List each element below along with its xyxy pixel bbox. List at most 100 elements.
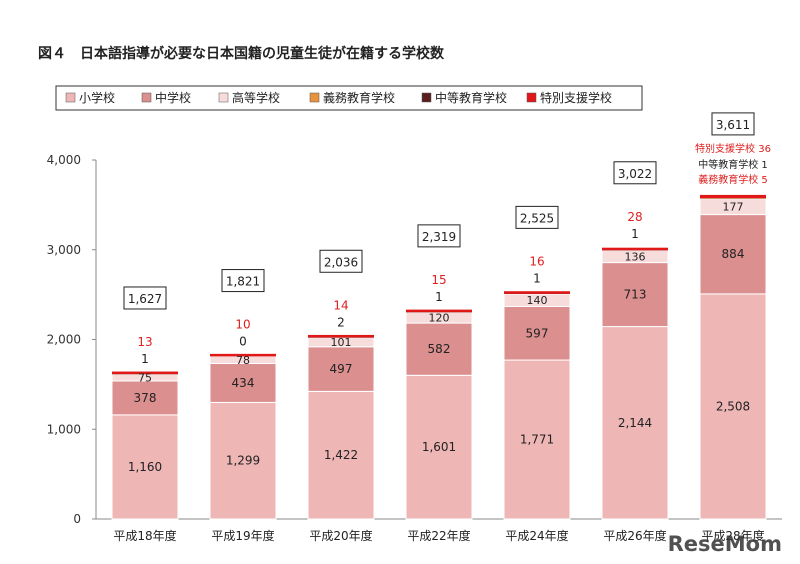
data-label: 1,299 [226,454,260,468]
data-label: 16 [529,254,544,268]
legend-label: 高等学校 [232,90,280,105]
total-label: 3,611 [716,118,750,132]
bar-segment [307,390,375,520]
y-tick-label: 2,000 [47,333,81,347]
data-label: 582 [428,342,451,356]
data-label: 101 [331,336,352,349]
legend-swatch [526,92,537,103]
bar-segment [405,322,473,376]
watermark-logo: ReseMom [668,532,782,556]
y-tick-label: 1,000 [47,422,81,436]
data-label: 1,601 [422,440,456,454]
data-label: 1,771 [520,433,554,447]
data-label: 1 [141,352,149,366]
legend-label: 特別支援学校 [540,90,612,105]
x-tick-label: 平成20年度 [309,528,372,543]
data-label: 177 [723,201,744,214]
y-tick-label: 3,000 [47,243,81,257]
y-tick-label: 0 [73,512,81,526]
data-label: 140 [527,294,548,307]
legend-box [55,85,643,111]
bar-segment [405,374,473,520]
data-label: 14 [333,298,348,312]
bar-segment [503,359,571,520]
x-tick-label: 平成19年度 [211,528,274,543]
annotation-special: 特別支援学校 36 [695,142,771,155]
total-box [515,205,559,229]
bar-segment [406,309,472,313]
y-tick-label: 4,000 [47,153,81,167]
total-label: 2,525 [520,211,554,225]
data-label: 434 [232,376,255,390]
data-label: 120 [429,312,450,325]
data-label: 2,508 [716,399,750,413]
data-label: 1 [533,271,541,285]
bar-segment [601,262,669,328]
legend-label: 中等教育学校 [435,90,507,105]
data-label: 378 [134,391,157,405]
bar-segment [112,371,178,375]
x-tick-label: 平成28年度 [701,528,764,543]
data-labels: 1,160 378 75 平成18年度 1 13 1,627 1,299 434 78 平成19年度… [113,112,771,543]
total-label: 2,036 [324,255,358,269]
total-label: 1,627 [128,292,162,306]
data-label: 2 [337,315,345,329]
bar-segment [699,293,767,520]
data-label: 2,144 [618,416,652,430]
legend-label: 義務教育学校 [323,90,395,105]
total-box [221,269,265,293]
data-label: 10 [235,318,250,332]
x-tick-label: 平成24年度 [505,528,568,543]
bar-segment [503,305,571,361]
data-label: 1,160 [128,460,162,474]
bar-segment [700,194,766,199]
total-box [613,161,657,185]
data-label: 13 [137,335,152,349]
legend-swatch [309,92,320,103]
legend: 小学校 中学校 高等学校 義務教育学校 中等教育学校 特別支援学校 [65,90,612,105]
data-label: 136 [625,250,646,263]
legend-label: 中学校 [155,90,191,105]
x-tick-label: 平成26年度 [603,528,666,543]
legend-swatch [65,92,76,103]
x-tick-label: 平成22年度 [407,528,470,543]
bar-segment [209,401,277,520]
bar-segment [210,353,276,357]
x-tick-label: 平成18年度 [113,528,176,543]
total-label: 2,319 [422,230,456,244]
data-label: 884 [722,247,745,261]
data-label: 497 [330,362,353,376]
bar-segment [111,414,179,520]
data-label: 1 [631,227,639,241]
annotation-compulsory: 義務教育学校 5 [698,173,768,186]
bar-segment [504,291,570,294]
chart-title: 図４ 日本語指導が必要な日本国籍の児童生徒が在籍する学校数 [38,45,445,62]
annotation-secondary: 中等教育学校 1 [698,158,768,171]
legend-swatch [421,92,432,103]
bar-segment [699,214,767,295]
total-box [417,224,461,248]
data-label: 75 [138,372,152,385]
legend-swatch [218,92,229,103]
data-label: 713 [624,288,647,302]
data-label: 15 [431,273,446,287]
bar-segment [111,380,179,416]
bar-segment [602,247,668,251]
total-box [319,249,363,273]
bar-segment [601,326,669,520]
total-label: 1,821 [226,275,260,289]
data-label: 0 [239,335,247,349]
legend-label: 小学校 [79,90,115,105]
data-label: 597 [526,326,549,340]
data-label: 28 [627,210,642,224]
total-label: 3,022 [618,167,652,181]
data-label: 1,422 [324,448,358,462]
total-box [123,286,167,310]
bars [111,194,767,520]
data-label: 1 [435,290,443,304]
bar-segment [308,334,374,338]
total-box [711,112,755,136]
data-label: 78 [236,354,250,367]
